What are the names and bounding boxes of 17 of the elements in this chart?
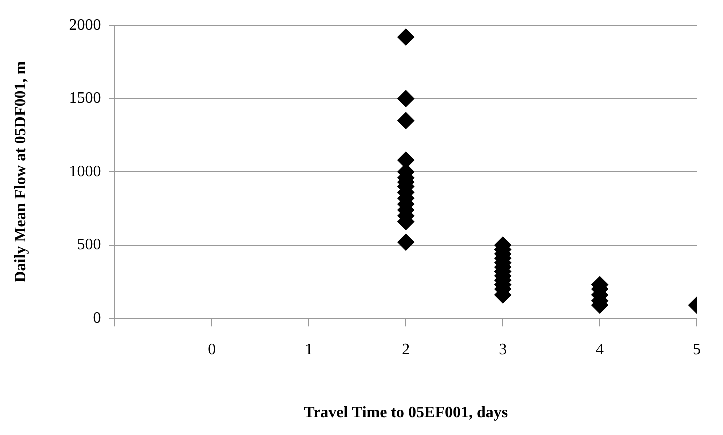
y-axis-title: Daily Mean Flow at 05DF001, m — [12, 60, 30, 283]
point — [398, 234, 415, 251]
x-tick-label: 5 — [693, 341, 701, 358]
y-tick-label: 500 — [77, 236, 102, 254]
y-tick-label: 0 — [93, 310, 102, 327]
y-tick-label: 2000 — [69, 16, 102, 34]
point — [398, 112, 415, 130]
x-tick-label: 4 — [596, 341, 604, 358]
x-tick-label: 1 — [305, 341, 314, 358]
x-axis-title: Travel Time to 05EF001, days — [304, 404, 508, 422]
x-tick-label: 2 — [402, 341, 410, 358]
point — [398, 90, 415, 108]
y-tick-label: 1000 — [69, 163, 102, 180]
y-tick-label: 1500 — [69, 90, 102, 108]
x-tick-label: 3 — [499, 341, 508, 358]
point — [398, 28, 415, 46]
x-tick-label: 0 — [208, 341, 216, 358]
